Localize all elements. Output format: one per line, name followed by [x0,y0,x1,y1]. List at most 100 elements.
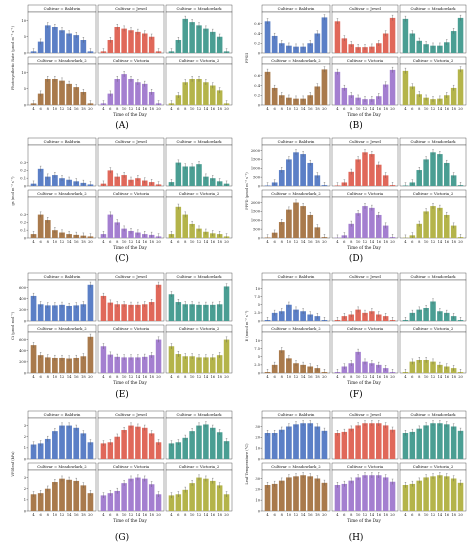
x-tick-label: 14 [370,513,375,517]
x-tick-label: 4 [266,513,269,517]
bar [382,425,389,459]
bar [271,87,278,105]
x-tick-label: 12 [431,240,436,244]
bar [182,356,188,373]
x-tick-label: 16 [308,513,313,517]
y-tick-label: 2.5 [254,363,260,367]
panel-letter: (F) [349,389,362,400]
x-tick-label: 16 [308,375,313,379]
bar [216,90,223,105]
bar [148,302,155,321]
bar [307,366,314,373]
x-tick-label: 12 [60,240,65,244]
bar [59,478,65,511]
x-tick-label: 10 [122,107,127,111]
x-tick-label: 6 [343,107,346,111]
bar [321,430,328,459]
x-tick-label: 12 [363,240,368,244]
panel-letter: (D) [349,253,363,264]
x-tick-label: 12 [363,375,368,379]
bar [216,432,223,459]
bar [450,426,457,459]
bar [142,427,148,459]
panel-letter: (H) [349,532,364,543]
bar [334,485,341,511]
facet-strip-label: Cultivar = Jewel [349,274,381,279]
bar [409,361,416,373]
facet-strip-label: Cultivar = Baldwin [278,6,315,11]
x-tick-label: 6 [40,240,43,244]
y-tick-label: 5 [258,303,261,307]
y-tick-label: 0.3 [20,161,26,165]
facet-panel: Cultivar = Victoria 4 6 8 10 12 14 16 18 20 [97,462,165,517]
y-tick-label: 10 [21,71,26,75]
bar [100,495,107,511]
bar [44,305,51,321]
facet-strip-label: Cultivar = Meadowlark_2 [37,464,87,469]
bar [203,82,209,105]
bar [271,35,278,53]
bar [362,361,368,373]
x-tick-label: 4 [336,240,339,244]
facet-strip-label: Cultivar = Victoria [347,326,384,331]
bar [314,33,321,53]
bar [334,21,341,53]
bar [182,437,188,459]
x-tick-label: 14 [67,240,72,244]
x-tick-label: 16 [142,240,147,244]
bar [210,85,216,105]
bar [444,312,450,321]
x-tick-label: 14 [204,240,209,244]
y-tick-label: 0.2 [20,169,26,173]
x-tick-label: 18 [149,107,154,111]
facet-strip-label: Cultivar = Meadowlark [410,274,456,279]
bar [100,346,107,373]
bar [355,159,361,186]
bar [223,441,230,459]
bar [73,427,80,459]
x-tick-label: 6 [274,107,277,111]
bar [216,36,223,53]
bar [321,482,328,511]
facet-strip-label: Cultivar = Meadowlark [176,6,222,11]
facet-strip-label: Cultivar = Baldwin [44,412,81,417]
x-tick-label: 8 [281,513,284,517]
x-tick-label: 12 [363,107,368,111]
facet-strip-label: Cultivar = Meadowlark_2 [271,464,321,469]
bar [389,429,396,459]
bar [135,304,141,321]
y-tick-label: 0 [24,319,27,323]
facet-panel: Cultivar = Victoria 4 6 8 10 12 14 16 18 20 [97,189,165,244]
bar [175,206,182,238]
bar [348,314,354,321]
y-tick-label: 0 [258,103,261,107]
x-tick-label: 8 [116,375,119,379]
facet-panel: Cultivar = Victoria_2 4 6 8 10 12 14 16 18 20 [165,56,233,111]
facet-strip-label: Cultivar = Victoria_2 [413,464,454,469]
x-tick-label: 20 [88,107,93,111]
bar [66,358,72,373]
bar [189,166,195,186]
y-axis-label: Ci (μmol mol⁻¹) [11,311,15,340]
bar [264,71,271,105]
bar [203,424,209,459]
bar [52,27,58,53]
bar [376,96,382,105]
y-tick-label: 2 [24,487,26,491]
facet-strip-label: Cultivar = Baldwin [44,6,81,11]
bar [223,286,230,321]
x-tick-label: 16 [74,375,79,379]
bar [376,164,382,186]
x-tick-label: 10 [424,240,429,244]
bar [382,175,389,186]
bar [293,424,299,459]
bar [444,42,450,53]
x-tick-label: 18 [383,513,388,517]
y-tick-label: 10 [255,498,260,502]
bar [382,33,389,53]
bar [142,478,148,511]
bar [73,35,80,53]
x-tick-label: 6 [40,375,43,379]
bar [66,83,72,105]
bar [114,356,120,373]
